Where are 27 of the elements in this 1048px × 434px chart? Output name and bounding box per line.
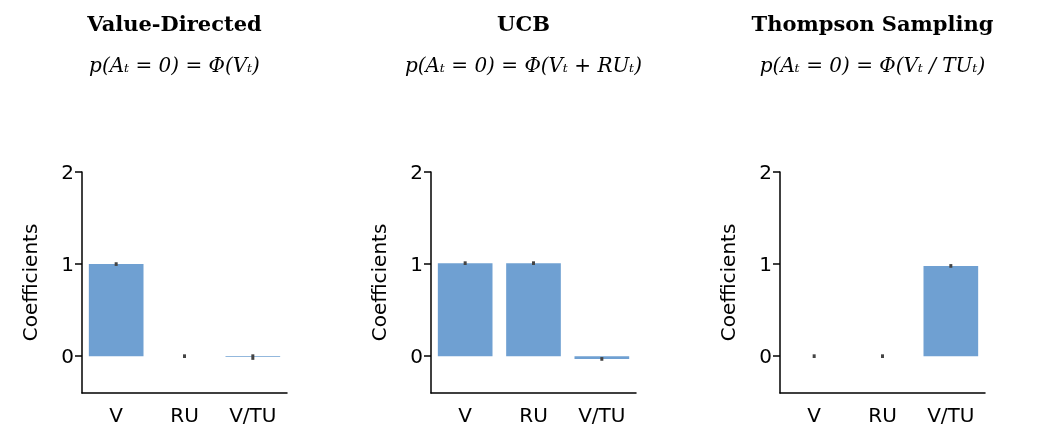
- chart-subtitle: p(Aₜ = 0) = Φ(Vₜ / TUₜ): [759, 53, 986, 77]
- y-tick-label: 1: [410, 252, 423, 277]
- y-axis-title: Coefficients: [18, 223, 42, 342]
- x-tick-label: V: [807, 403, 822, 427]
- x-tick-label: RU: [868, 403, 897, 427]
- chart-subtitle: p(Aₜ = 0) = Φ(Vₜ): [89, 53, 260, 77]
- y-tick-label: 0: [410, 344, 423, 369]
- chart-title: Value-Directed: [86, 11, 263, 36]
- chart-title: UCB: [497, 11, 550, 36]
- y-tick-label: 1: [759, 252, 772, 277]
- x-tick-label: V: [109, 403, 124, 427]
- x-tick-label: RU: [170, 403, 199, 427]
- chart-subtitle: p(Aₜ = 0) = Φ(Vₜ + RUₜ): [404, 53, 643, 77]
- y-tick-label: 0: [61, 344, 74, 369]
- y-tick-label: 1: [61, 252, 74, 277]
- chart-title: Thompson Sampling: [751, 11, 994, 36]
- y-tick-label: 2: [61, 160, 74, 184]
- x-tick-label: V/TU: [927, 403, 975, 427]
- y-tick-label: 2: [410, 160, 423, 184]
- x-tick-label: RU: [519, 403, 548, 427]
- x-tick-label: V: [458, 403, 473, 427]
- y-axis-title: Coefficients: [716, 223, 740, 342]
- y-axis-title: Coefficients: [367, 223, 391, 342]
- x-tick-label: V/TU: [229, 403, 277, 427]
- x-tick-label: V/TU: [578, 403, 626, 427]
- y-tick-label: 2: [759, 160, 772, 184]
- y-tick-label: 0: [759, 344, 772, 369]
